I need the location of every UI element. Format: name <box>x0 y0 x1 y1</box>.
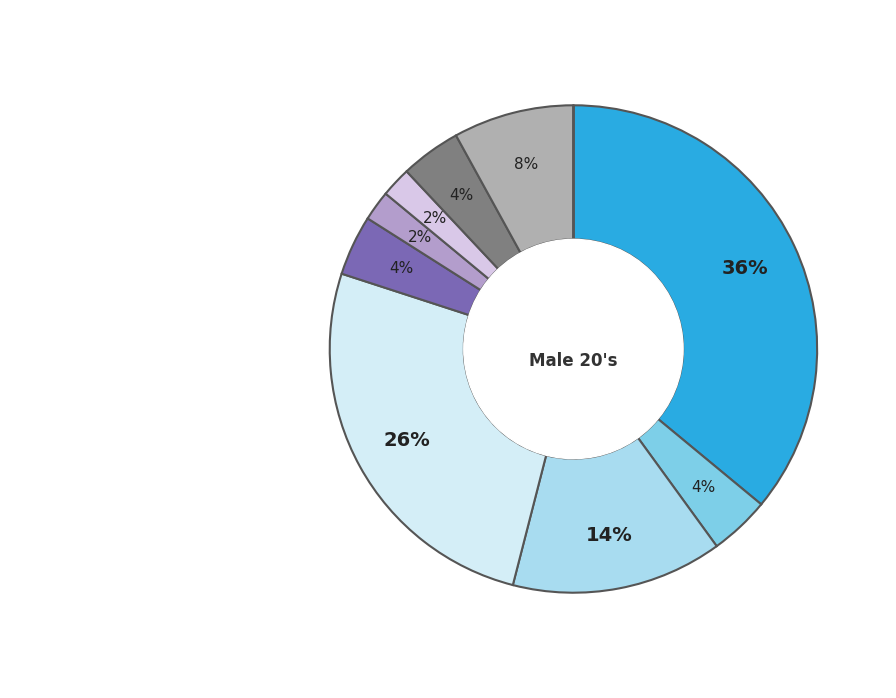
Text: 2%: 2% <box>408 230 432 245</box>
Wedge shape <box>456 105 573 253</box>
Text: 2%: 2% <box>423 211 447 226</box>
Text: 14%: 14% <box>586 526 633 545</box>
Text: 4%: 4% <box>692 480 716 495</box>
Wedge shape <box>638 419 762 546</box>
Text: 4%: 4% <box>389 260 414 276</box>
Wedge shape <box>341 218 481 315</box>
Wedge shape <box>330 274 547 585</box>
Text: 8%: 8% <box>514 157 538 172</box>
Text: Male 20's: Male 20's <box>530 352 617 370</box>
Wedge shape <box>573 105 817 505</box>
Text: 26%: 26% <box>383 431 430 450</box>
Wedge shape <box>407 135 521 269</box>
Text: 36%: 36% <box>722 258 769 278</box>
Wedge shape <box>385 171 498 279</box>
Wedge shape <box>513 438 717 593</box>
Circle shape <box>464 239 683 459</box>
Wedge shape <box>367 193 489 290</box>
Text: 4%: 4% <box>450 188 474 202</box>
